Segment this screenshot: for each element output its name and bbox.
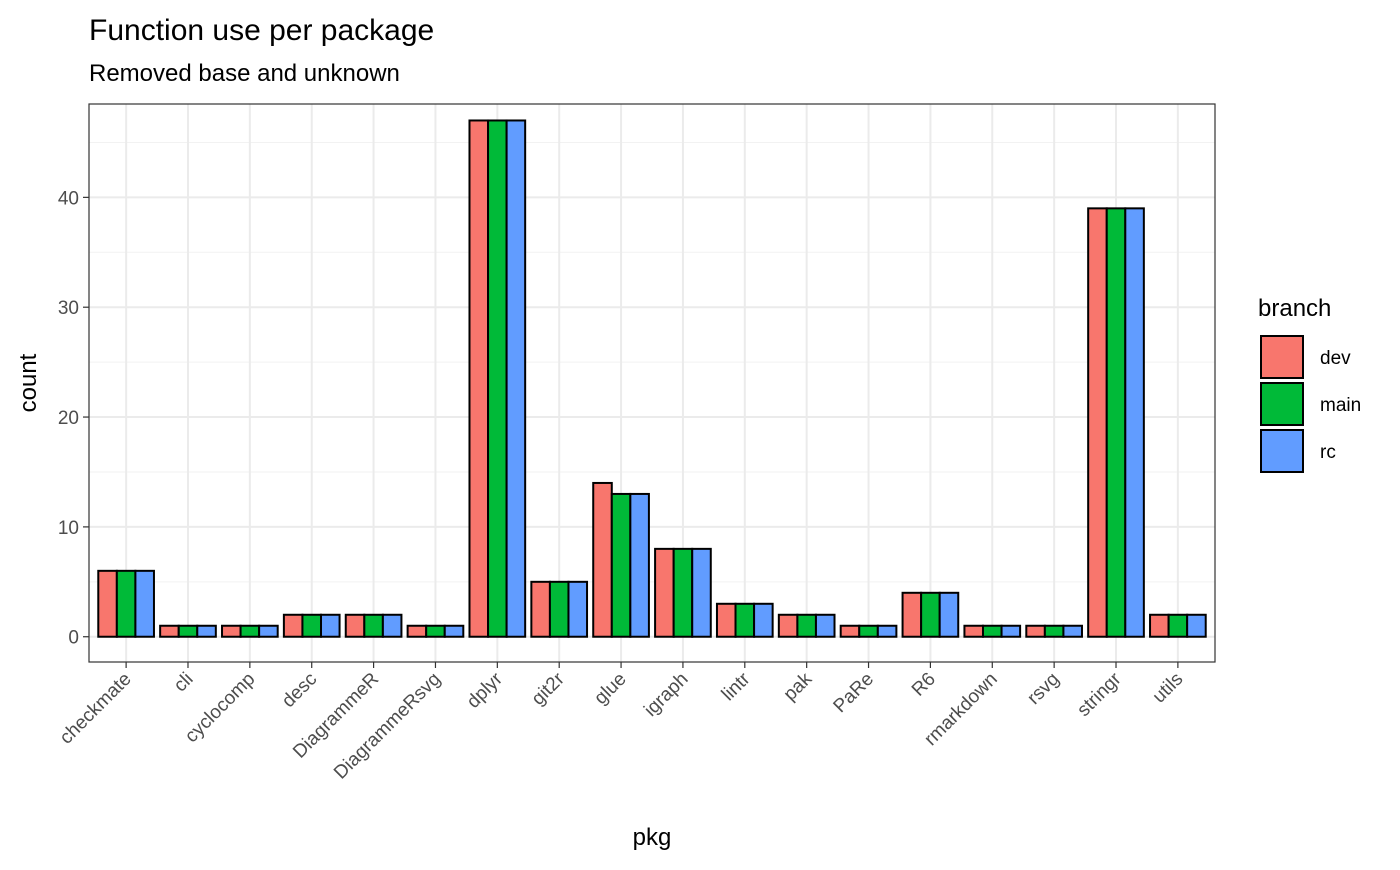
bar-main-igraph — [672, 547, 694, 638]
bar-main-DiagrammeRsvg — [425, 624, 446, 638]
x-tick-label: rsvg — [1023, 669, 1063, 709]
bar-dev-DiagrammeR — [344, 613, 366, 638]
bar-rc-utils — [1186, 613, 1207, 638]
x-tick-label: igraph — [640, 669, 692, 721]
legend: branch dev main rc — [1258, 295, 1361, 473]
legend-key-rc — [1260, 429, 1304, 473]
bar-main-lintr — [734, 602, 756, 638]
bar-rc-checkmate — [134, 569, 155, 638]
bar-dev-PaRe — [839, 624, 861, 638]
x-tick-label: PaRe — [830, 669, 878, 717]
legend-label-rc: rc — [1320, 442, 1336, 463]
bar-dev-desc — [282, 613, 304, 638]
panel-border — [88, 103, 1216, 663]
panel-background — [89, 104, 1215, 662]
x-tick-label: glue — [590, 669, 630, 709]
bar-dev-checkmate — [97, 569, 118, 638]
bar-main-checkmate — [115, 569, 137, 638]
bar-rc-lintr — [753, 602, 774, 638]
bar-main-desc — [301, 613, 323, 638]
bar-rc-pak — [814, 613, 836, 638]
y-axis-title: count — [15, 353, 42, 412]
bar-dev-R6 — [901, 591, 923, 638]
legend-key-main — [1260, 382, 1304, 426]
bar-rc-dplyr — [505, 119, 527, 638]
x-tick-label: R6 — [908, 669, 940, 701]
bar-rc-desc — [320, 613, 341, 638]
bar-main-cyclocomp — [239, 624, 261, 638]
x-tick-label: git2r — [528, 668, 569, 709]
y-tick-label: 0 — [68, 628, 79, 649]
bar-main-git2r — [548, 580, 570, 638]
bar-dev-git2r — [530, 580, 551, 638]
bar-dev-igraph — [654, 547, 675, 638]
y-tick-label: 30 — [58, 298, 79, 319]
bar-main-glue — [610, 492, 632, 638]
bar-dev-cyclocomp — [221, 624, 242, 638]
chart-subtitle: Removed base and unknown — [89, 60, 400, 87]
y-tick-label: 10 — [58, 518, 79, 539]
bar-dev-rsvg — [1025, 624, 1046, 638]
legend-label-dev: dev — [1320, 348, 1351, 369]
bar-dev-cli — [159, 624, 180, 638]
x-tick-label: desc — [278, 669, 321, 712]
bar-main-PaRe — [858, 624, 879, 638]
x-tick-label: pak — [780, 668, 817, 705]
x-tick-label: utils — [1149, 669, 1188, 708]
x-tick-label: lintr — [718, 668, 755, 705]
bar-main-rmarkdown — [981, 624, 1003, 638]
bar-rc-rmarkdown — [1000, 624, 1022, 638]
bar-main-R6 — [920, 591, 941, 638]
bar-dev-lintr — [715, 602, 737, 638]
bar-dev-DiagrammeRsvg — [406, 624, 428, 638]
bar-rc-rsvg — [1062, 624, 1083, 638]
bar-dev-rmarkdown — [963, 624, 984, 638]
x-tick-label: stringr — [1073, 668, 1126, 721]
bar-main-stringr — [1105, 207, 1127, 638]
bar-dev-glue — [592, 481, 613, 638]
bar-main-dplyr — [487, 119, 508, 638]
legend-label-main: main — [1320, 395, 1361, 416]
bar-rc-git2r — [567, 580, 589, 638]
y-tick-label: 20 — [58, 408, 79, 429]
bar-rc-glue — [629, 492, 650, 638]
bar-rc-PaRe — [876, 624, 898, 638]
bar-rc-DiagrammeR — [381, 613, 403, 638]
x-axis-title: pkg — [633, 824, 672, 851]
bar-main-utils — [1167, 613, 1189, 638]
bar-rc-R6 — [938, 591, 960, 638]
bar-rc-cli — [196, 624, 217, 638]
legend-title: branch — [1258, 295, 1331, 322]
bar-dev-pak — [777, 613, 799, 638]
y-tick-label: 40 — [58, 188, 79, 209]
bar-main-pak — [796, 613, 817, 638]
x-tick-label: dplyr — [463, 668, 507, 712]
bar-rc-cyclocomp — [258, 624, 279, 638]
bar-rc-DiagrammeRsvg — [443, 624, 465, 638]
x-tick-label: DiagrammeRsvg — [330, 669, 445, 784]
x-tick-label: cli — [170, 669, 198, 697]
bar-main-cli — [177, 624, 199, 638]
chart-title: Function use per package — [89, 14, 434, 47]
bar-main-rsvg — [1043, 624, 1065, 638]
bar-rc-igraph — [691, 547, 712, 638]
bar-main-DiagrammeR — [363, 613, 384, 638]
x-tick-label: checkmate — [56, 669, 136, 749]
bar-dev-stringr — [1087, 207, 1108, 638]
bar-rc-stringr — [1124, 207, 1145, 638]
legend-key-dev — [1260, 335, 1304, 379]
bar-dev-dplyr — [468, 119, 490, 638]
bar-dev-utils — [1149, 613, 1170, 638]
